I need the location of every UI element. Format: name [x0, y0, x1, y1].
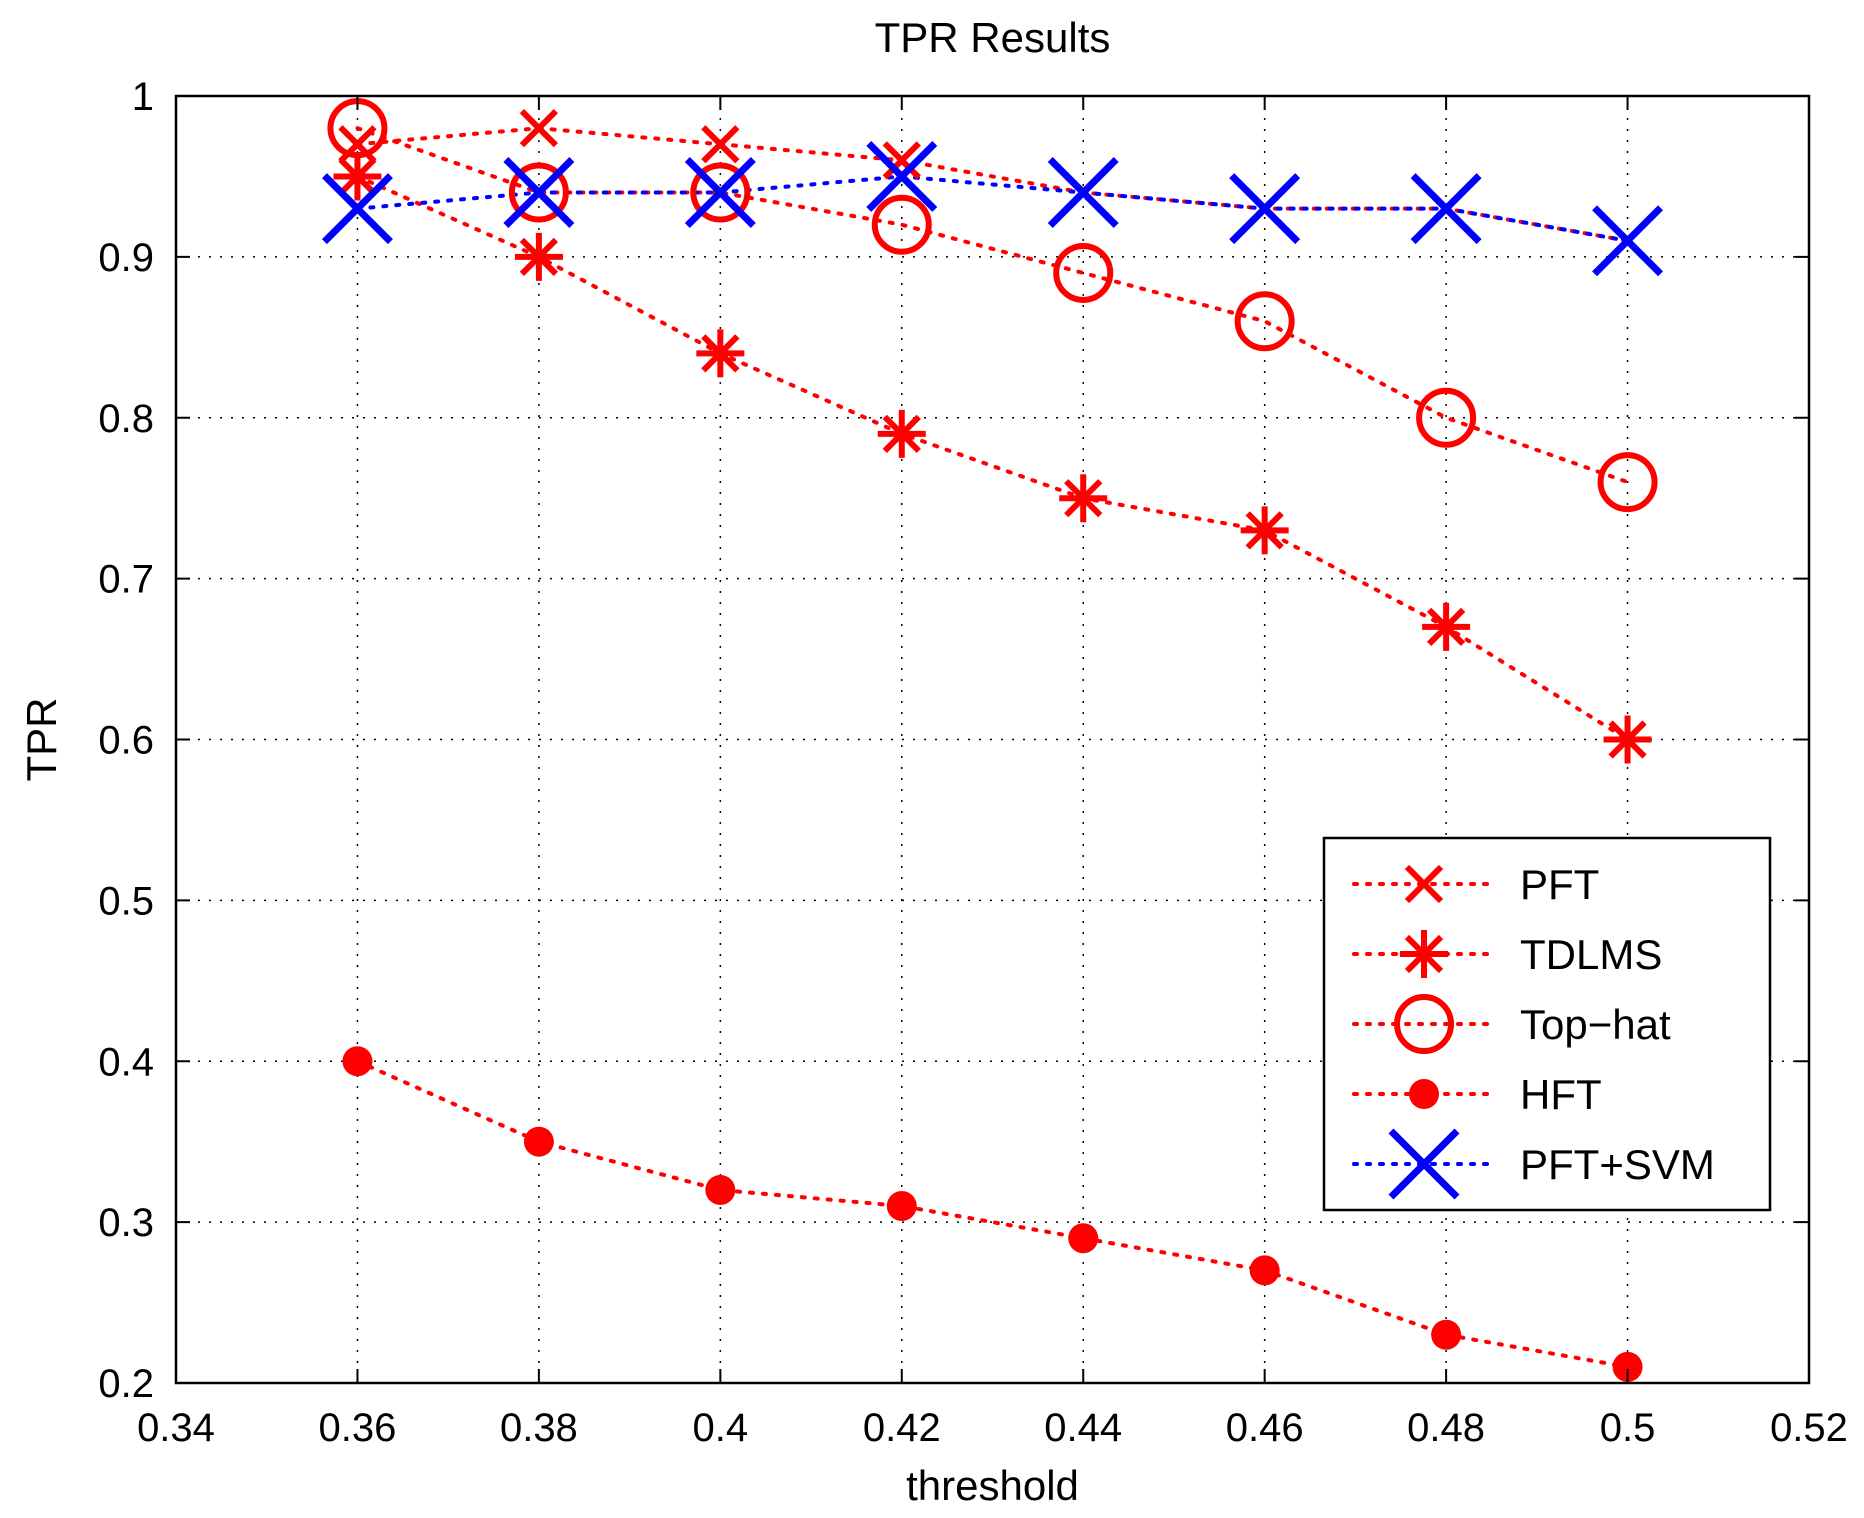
x-axis-label: threshold	[906, 1462, 1079, 1509]
legend-label: PFT+SVM	[1520, 1141, 1715, 1188]
data-point-series-3	[523, 1126, 554, 1157]
data-point-series-4	[321, 173, 393, 245]
data-point-series-1	[696, 329, 745, 378]
y-tick-label: 0.5	[98, 879, 154, 923]
y-tick-label: 0.2	[98, 1362, 154, 1406]
data-point-series-0	[701, 125, 740, 164]
data-point-series-3	[1431, 1319, 1462, 1350]
legend-label: Top−hat	[1520, 1001, 1671, 1048]
data-point-series-1	[1603, 715, 1652, 764]
data-point-series-2	[690, 162, 751, 223]
y-tick-label: 0.9	[98, 236, 154, 280]
y-tick-label: 0.7	[98, 558, 154, 602]
chart-title: TPR Results	[875, 14, 1111, 61]
y-tick-label: 0.4	[98, 1040, 154, 1084]
x-tick-label: 0.34	[137, 1406, 215, 1450]
legend: PFT TDLMS Top−hat HFT PFT+SVM	[1322, 836, 1772, 1212]
data-point-series-1	[1422, 602, 1471, 651]
x-tick-label: 0.38	[500, 1406, 578, 1450]
legend-label: PFT	[1520, 861, 1599, 908]
data-point-series-4	[684, 157, 756, 228]
x-tick-label: 0.44	[1044, 1406, 1122, 1450]
y-tick-label: 0.8	[98, 397, 154, 441]
legend-label: TDLMS	[1520, 931, 1662, 978]
ticks: 0.34 0.36 0.38 0.4 0.42 0.44 0.46 0.48 0.5 0.52 0.…	[98, 75, 1848, 1450]
legend-marker	[1388, 1128, 1460, 1200]
data-point-series-3	[1249, 1255, 1280, 1286]
data-point-series-1	[333, 152, 382, 201]
x-tick-label: 0.5	[1600, 1406, 1656, 1450]
data-point-series-2	[1416, 387, 1477, 448]
data-point-series-4	[1047, 157, 1119, 228]
data-point-series-3	[1612, 1351, 1643, 1382]
data-point-series-3	[1068, 1223, 1099, 1254]
x-tick-label: 0.42	[863, 1406, 941, 1450]
data-point-series-1	[877, 409, 926, 458]
data-point-series-2	[1053, 242, 1114, 303]
series-line-0	[355, 126, 1630, 243]
legend-marker	[1409, 1079, 1439, 1109]
data-point-series-2	[1234, 291, 1295, 352]
y-tick-label: 0.6	[98, 719, 154, 763]
y-tick-label: 0.3	[98, 1201, 154, 1245]
x-tick-label: 0.46	[1226, 1406, 1304, 1450]
legend-marker	[1394, 994, 1454, 1054]
data-point-series-3	[705, 1174, 736, 1205]
series-line-4	[355, 174, 1630, 243]
data-point-series-4	[866, 140, 938, 212]
data-point-series-2	[508, 162, 569, 223]
x-tick-label: 0.36	[319, 1406, 397, 1450]
data-point-series-4	[1410, 173, 1482, 245]
data-point-series-1	[1059, 474, 1108, 523]
x-tick-label: 0.4	[693, 1406, 749, 1450]
data-point-series-4	[503, 157, 575, 228]
y-axis-label: TPR	[18, 698, 65, 782]
data-point-series-4	[1229, 173, 1301, 245]
x-tick-label: 0.48	[1407, 1406, 1485, 1450]
legend-label: HFT	[1520, 1071, 1602, 1118]
legend-marker	[1404, 864, 1444, 904]
y-tick-label: 1	[132, 75, 154, 119]
data-point-series-4	[1592, 205, 1664, 277]
series-layer	[321, 98, 1664, 1382]
x-tick-label: 0.52	[1770, 1406, 1848, 1450]
data-point-series-2	[1597, 452, 1658, 513]
data-point-series-2	[871, 194, 932, 255]
data-point-series-1	[1240, 506, 1289, 555]
data-point-series-0	[519, 109, 559, 148]
data-point-series-0	[882, 141, 921, 180]
series-line-1	[355, 174, 1630, 742]
legend-marker	[1400, 930, 1448, 978]
data-point-series-3	[342, 1046, 373, 1077]
data-point-series-1	[514, 232, 563, 281]
data-point-series-3	[886, 1191, 917, 1222]
